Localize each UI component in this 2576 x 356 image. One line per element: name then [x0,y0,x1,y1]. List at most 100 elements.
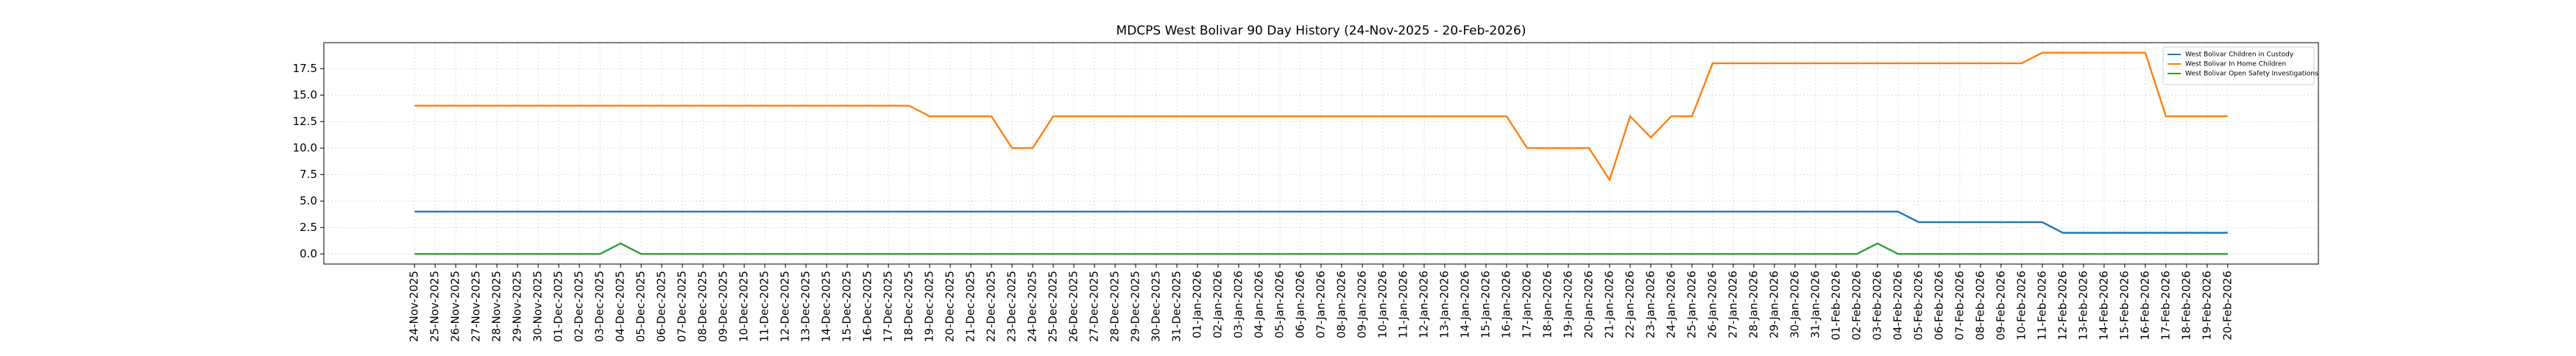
legend-label: West Bolivar Open Safety Investigations [2185,71,2318,78]
x-tick-label: 23-Jan-2026 [1643,271,1657,338]
x-tick-label: 23-Dec-2025 [1005,271,1019,342]
y-tick-label: 7.5 [300,168,317,181]
x-tick-label: 31-Dec-2025 [1170,271,1183,342]
x-tick-label: 28-Nov-2025 [490,271,503,342]
x-tick-label: 04-Dec-2025 [614,271,627,342]
x-tick-label: 26-Nov-2025 [449,271,462,342]
x-tick-label: 06-Feb-2026 [1932,271,1945,341]
x-tick-label: 05-Jan-2026 [1273,271,1287,338]
x-tick-label: 13-Dec-2025 [799,271,813,342]
x-tick-label: 15-Jan-2026 [1479,271,1492,338]
x-tick-label: 18-Dec-2025 [902,271,916,342]
x-tick-label: 07-Feb-2026 [1953,271,1966,341]
x-tick-label: 25-Nov-2025 [428,271,442,342]
x-tick-label: 18-Jan-2026 [1540,271,1554,338]
x-tick-label: 27-Dec-2025 [1088,271,1101,342]
x-tick-label: 13-Jan-2026 [1437,271,1451,338]
legend-box [2162,46,2315,85]
x-tick-label: 11-Dec-2025 [758,271,771,342]
x-tick-label: 05-Feb-2026 [1911,271,1925,341]
x-tick-label: 28-Jan-2026 [1747,271,1760,338]
x-tick-label: 27-Nov-2025 [470,271,483,342]
x-tick-label: 15-Feb-2026 [2117,271,2131,341]
x-tick-label: 30-Nov-2025 [531,271,545,342]
x-tick-label: 24-Dec-2025 [1026,271,1039,342]
x-tick-label: 07-Jan-2026 [1314,271,1328,338]
chart-title: MDCPS West Bolivar 90 Day History (24-No… [1117,24,1526,38]
x-tick-label: 24-Jan-2026 [1664,271,1677,338]
x-tick-label: 11-Jan-2026 [1396,271,1409,338]
x-tick-label: 19-Feb-2026 [2200,271,2213,341]
x-tick-label: 19-Dec-2025 [923,271,936,342]
x-tick-label: 09-Feb-2026 [1994,271,2007,341]
x-tick-label: 08-Jan-2026 [1334,271,1348,338]
x-tick-label: 14-Jan-2026 [1458,271,1471,338]
x-tick-label: 26-Jan-2026 [1705,271,1719,338]
x-tick-label: 13-Feb-2026 [2076,271,2090,341]
x-tick-label: 29-Jan-2026 [1767,271,1780,338]
x-tick-label: 20-Dec-2025 [944,271,957,342]
x-tick-label: 24-Nov-2025 [408,271,421,342]
legend-label: West Bolivar In Home Children [2185,61,2286,68]
x-tick-label: 12-Jan-2026 [1417,271,1430,338]
x-tick-label: 12-Feb-2026 [2056,271,2069,341]
y-tick-label: 12.5 [293,115,317,128]
x-tick-label: 29-Dec-2025 [1129,271,1142,342]
y-tick-label: 10.0 [293,141,317,154]
x-tick-label: 03-Feb-2026 [1870,271,1883,341]
x-tick-label: 01-Feb-2026 [1829,271,1842,341]
x-tick-label: 01-Dec-2025 [552,271,565,342]
x-tick-label: 08-Dec-2025 [696,271,710,342]
x-tick-label: 30-Dec-2025 [1150,271,1163,342]
y-tick-label: 0.0 [300,247,317,260]
legend-label: West Bolivar Children in Custody [2185,51,2294,59]
x-tick-label: 28-Dec-2025 [1108,271,1122,342]
y-tick-label: 15.0 [293,88,317,102]
x-tick-label: 17-Feb-2026 [2159,271,2172,341]
x-tick-label: 19-Jan-2026 [1561,271,1574,338]
x-tick-label: 07-Dec-2025 [676,271,689,342]
x-tick-label: 04-Feb-2026 [1891,271,1904,341]
y-tick-label: 2.5 [300,221,317,234]
x-tick-label: 14-Dec-2025 [820,271,833,342]
x-tick-label: 27-Jan-2026 [1726,271,1739,338]
y-tick-label: 17.5 [293,62,317,75]
x-tick-label: 22-Dec-2025 [985,271,998,342]
x-tick-label: 03-Jan-2026 [1232,271,1245,338]
series-line [414,242,2228,255]
series-line [414,210,2228,234]
x-tick-label: 21-Jan-2026 [1602,271,1616,338]
x-tick-label: 21-Dec-2025 [964,271,977,342]
x-tick-label: 15-Dec-2025 [841,271,854,342]
x-tick-label: 02-Jan-2026 [1211,271,1225,338]
x-tick-label: 06-Dec-2025 [655,271,668,342]
x-tick-label: 17-Jan-2026 [1520,271,1533,338]
x-tick-label: 09-Dec-2025 [717,271,730,342]
x-tick-label: 26-Dec-2025 [1067,271,1080,342]
x-tick-label: 16-Dec-2025 [861,271,874,342]
x-tick-label: 22-Jan-2026 [1623,271,1636,338]
x-tick-label: 10-Feb-2026 [2014,271,2028,341]
x-tick-label: 16-Feb-2026 [2138,271,2151,341]
x-tick-label: 29-Nov-2025 [511,271,524,342]
series-line [414,51,2228,182]
x-tick-label: 25-Dec-2025 [1047,271,1060,342]
x-tick-label: 01-Jan-2026 [1191,271,1204,338]
x-tick-label: 06-Jan-2026 [1294,271,1307,338]
x-tick-label: 20-Feb-2026 [2221,271,2234,341]
x-tick-label: 25-Jan-2026 [1685,271,1698,338]
x-tick-label: 14-Feb-2026 [2097,271,2110,341]
x-tick-label: 31-Jan-2026 [1808,271,1822,338]
x-tick-label: 02-Feb-2026 [1850,271,1863,341]
x-tick-label: 10-Dec-2025 [737,271,751,342]
x-tick-label: 09-Jan-2026 [1355,271,1368,338]
x-tick-label: 08-Feb-2026 [1973,271,1986,341]
x-tick-label: 03-Dec-2025 [593,271,606,342]
x-tick-label: 20-Jan-2026 [1582,271,1595,338]
y-tick-label: 5.0 [300,194,317,207]
x-tick-label: 10-Jan-2026 [1376,271,1389,338]
x-tick-label: 02-Dec-2025 [573,271,586,342]
x-tick-label: 30-Jan-2026 [1788,271,1801,338]
x-tick-label: 05-Dec-2025 [634,271,648,342]
